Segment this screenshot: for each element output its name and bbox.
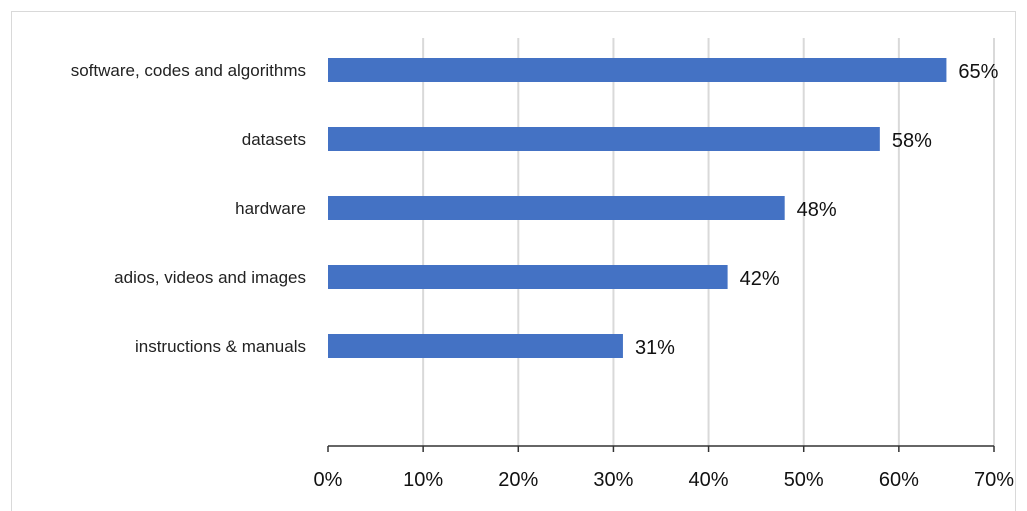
x-tick-label: 40% [689, 469, 729, 491]
x-axis: 0% 10% 20% 30% 40% 50% 60% 70% [314, 445, 1014, 491]
category-label: instructions & manuals [135, 337, 306, 356]
x-tick-label: 20% [498, 469, 538, 491]
category-label: adios, videos and images [114, 268, 306, 287]
x-tick-label: 30% [593, 469, 633, 491]
bar [328, 127, 880, 151]
category-label: datasets [242, 130, 306, 149]
bar [328, 334, 623, 358]
data-label: 48% [797, 199, 837, 221]
bar [328, 265, 728, 289]
data-label: 42% [740, 268, 780, 290]
data-label: 65% [958, 61, 998, 83]
data-label: 58% [892, 130, 932, 152]
x-tick-label: 50% [784, 469, 824, 491]
gridlines [422, 38, 995, 446]
labels: software, codes and algorithms 65% dataset… [71, 61, 999, 359]
bar [328, 196, 785, 220]
chart-frame [11, 11, 1016, 511]
x-tick-label: 10% [403, 469, 443, 491]
data-label: 31% [635, 337, 675, 359]
x-tick-label: 70% [974, 469, 1014, 491]
category-label: hardware [235, 199, 306, 218]
bars [328, 58, 947, 358]
bar [328, 58, 947, 82]
category-label: software, codes and algorithms [71, 61, 306, 80]
x-tick-label: 60% [879, 469, 919, 491]
x-tick-label: 0% [314, 469, 343, 491]
